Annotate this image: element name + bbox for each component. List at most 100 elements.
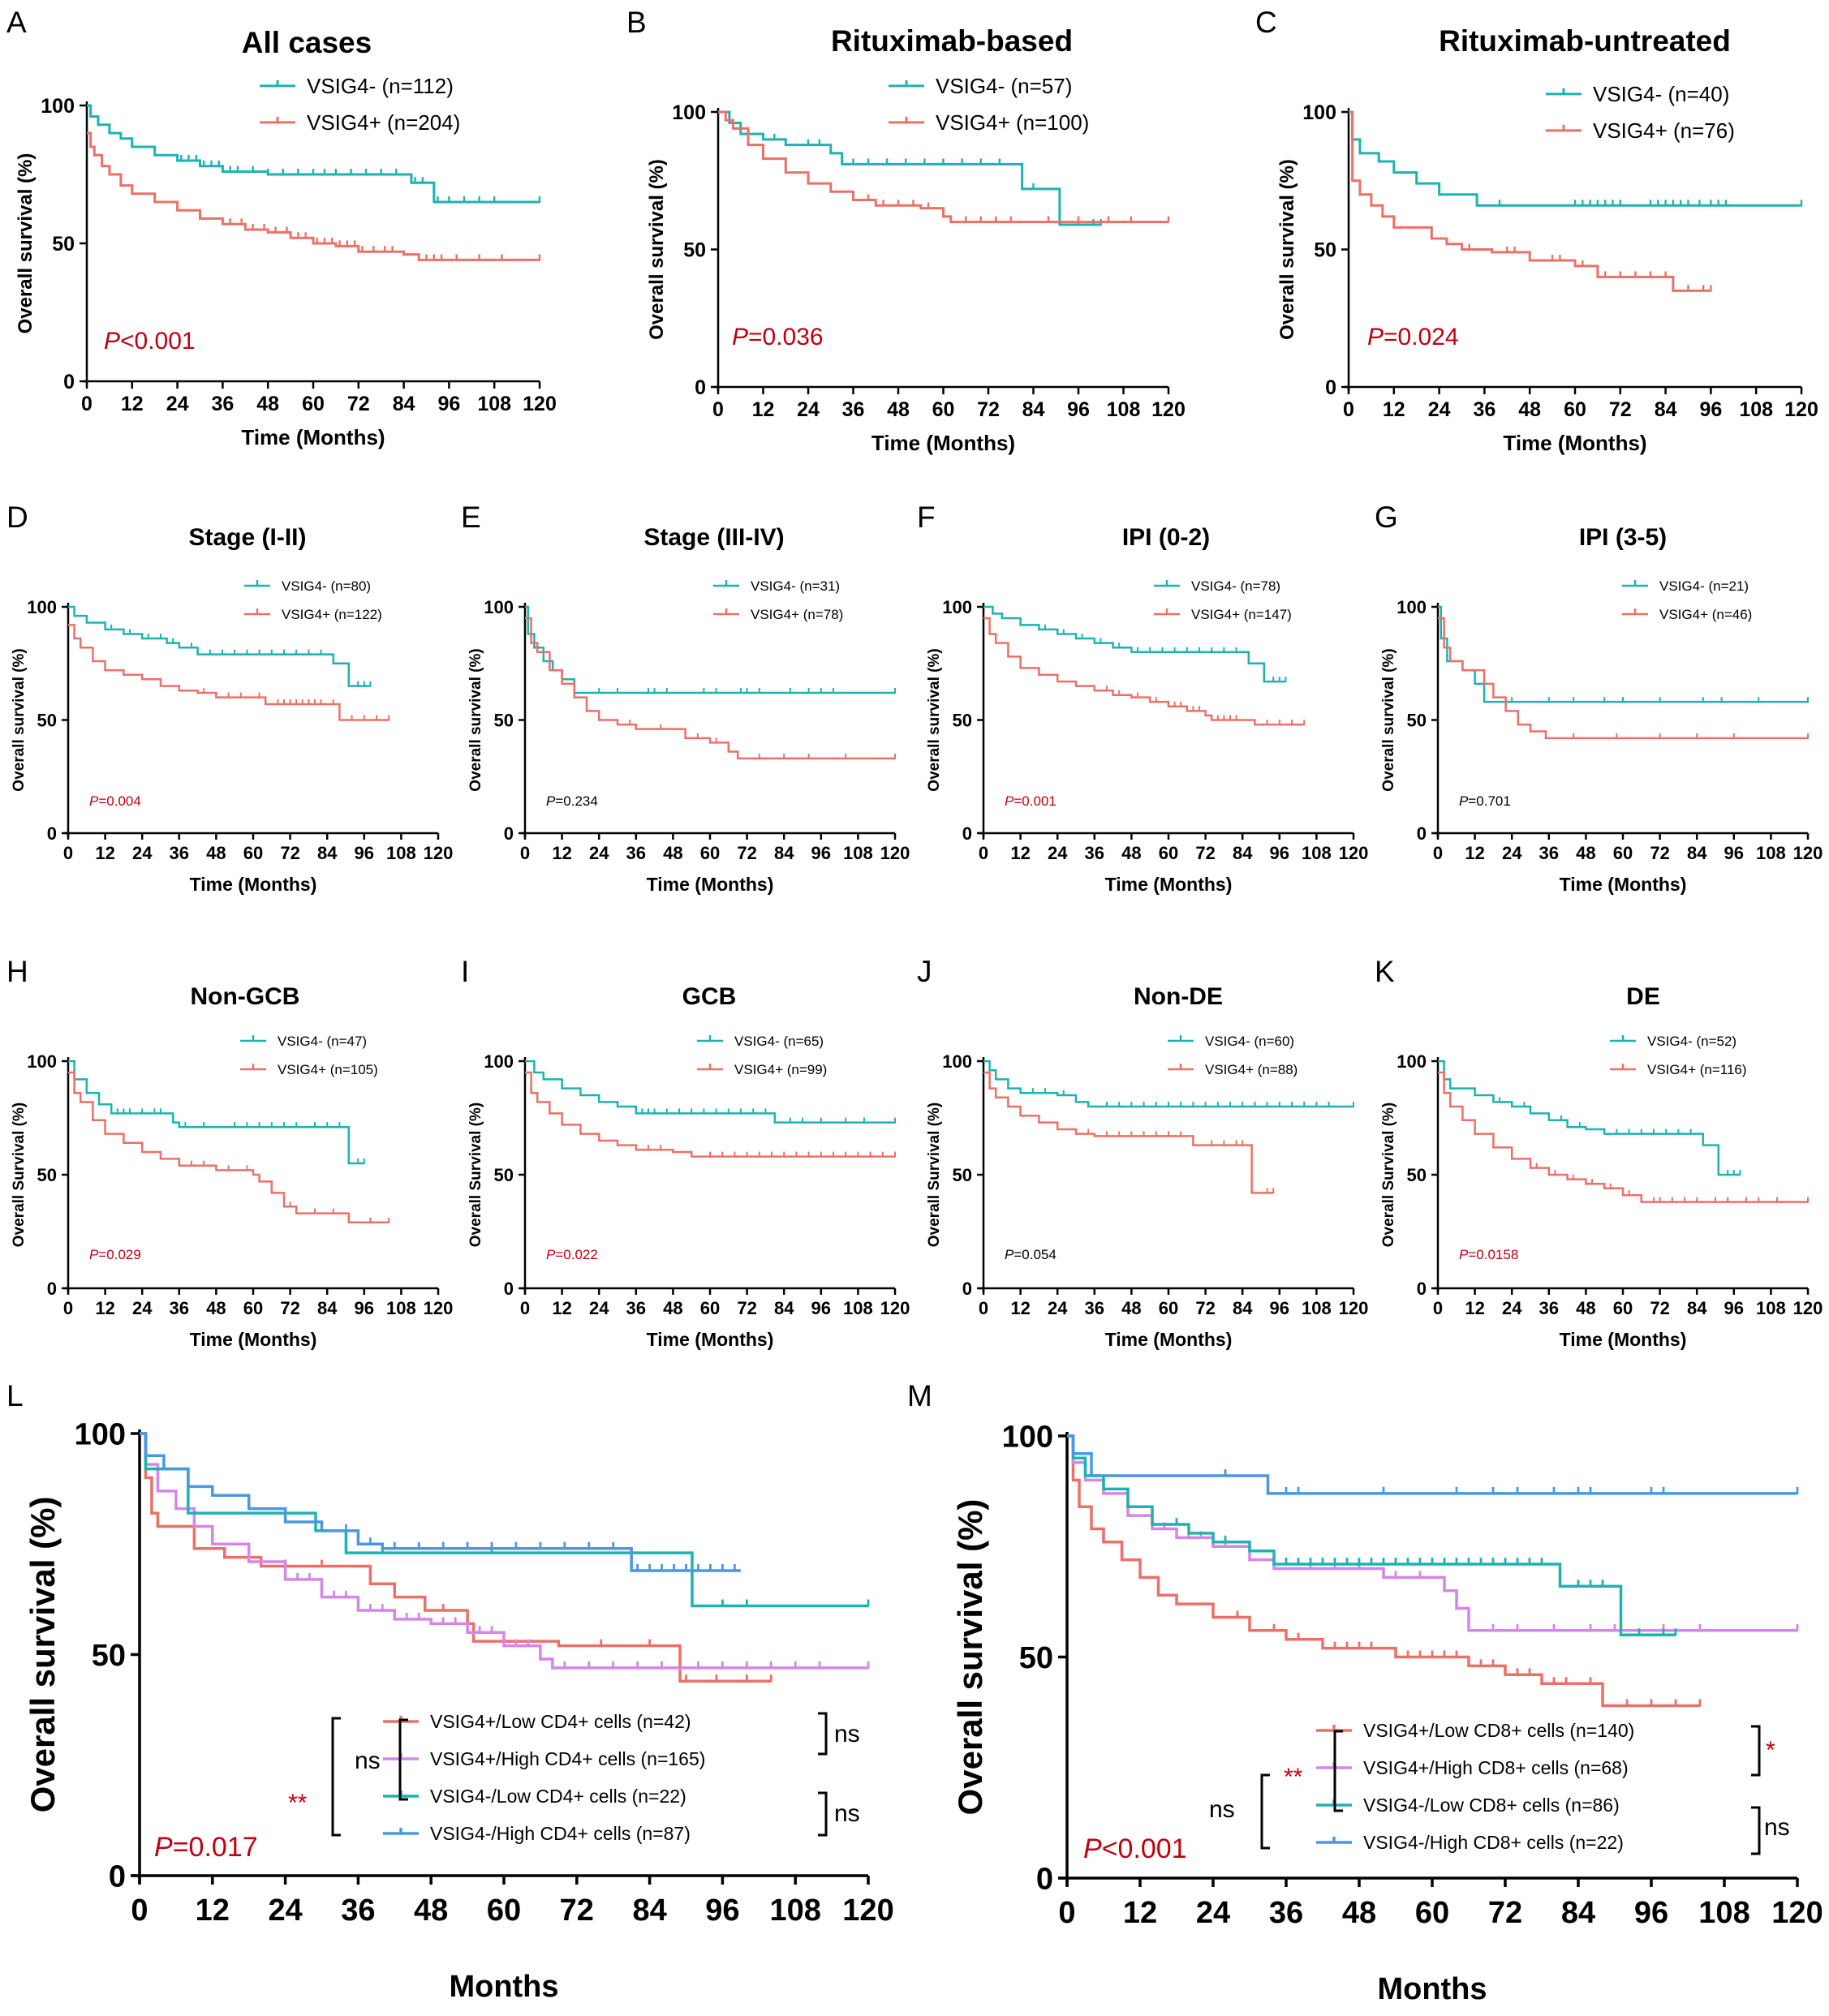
x-tick-label: 72 [1609, 398, 1632, 421]
x-tick-label: 60 [700, 843, 720, 863]
panel-k: K DE 0 12 24 36 48 60 72 84 96 108 120 0 50 100 Time (Mo… [1375, 955, 1823, 1350]
x-tick-label: 48 [1342, 1896, 1376, 1930]
legend-entry: VSIG4+/Low CD4+ cells (n=42) [430, 1711, 691, 1732]
y-axis-label: Overall survival (%) [1276, 159, 1298, 340]
x-tick-label: 96 [811, 843, 831, 863]
panel-title: GCB [682, 983, 737, 1010]
x-tick-label: 96 [355, 843, 374, 863]
p-value-symbol: P [104, 328, 120, 355]
legend-entry: VSIG4- (n=47) [278, 1034, 367, 1049]
panel-label: M [907, 1379, 932, 1412]
panel-label: K [1375, 955, 1395, 988]
legend-entry: VSIG4-/High CD4+ cells (n=87) [430, 1823, 691, 1844]
p-value-number: =0.022 [555, 1247, 597, 1262]
y-tick-label: 0 [47, 1279, 57, 1299]
panel-title: IPI (3-5) [1579, 524, 1667, 551]
y-tick-label: 0 [109, 1860, 126, 1894]
x-tick-label: 60 [487, 1893, 521, 1928]
legend-entry: VSIG4- (n=65) [734, 1034, 824, 1049]
p-value: P=0.022 [546, 1247, 598, 1262]
x-tick-label: 24 [268, 1893, 302, 1928]
x-tick-label: 0 [1343, 398, 1354, 421]
y-tick-label: 50 [1314, 239, 1336, 262]
y-axis-label: Overall survival (%) [24, 1497, 62, 1813]
x-tick-label: 24 [1048, 1298, 1068, 1318]
x-tick-label: 48 [1518, 398, 1541, 421]
y-tick-label: 0 [695, 376, 706, 399]
p-value: P=0.024 [1367, 324, 1459, 350]
x-tick-label: 12 [552, 1298, 571, 1318]
y-tick-label: 100 [41, 95, 75, 118]
x-tick-label: 120 [880, 1298, 910, 1318]
x-tick-label: 120 [1793, 843, 1823, 863]
y-tick-label: 0 [63, 371, 75, 393]
km-curve [1438, 1060, 1741, 1176]
x-tick-label: 84 [1687, 1298, 1707, 1318]
p-value: P=0.001 [1005, 793, 1057, 809]
x-tick-label: 48 [663, 1298, 682, 1318]
x-tick-label: 0 [1433, 1298, 1443, 1318]
x-tick-label: 48 [206, 843, 226, 863]
x-tick-label: 0 [1058, 1896, 1075, 1930]
x-tick-label: 108 [386, 843, 416, 863]
km-curve [1438, 617, 1808, 740]
panel-title: Non-DE [1134, 983, 1223, 1010]
x-tick-label: 24 [589, 1298, 609, 1318]
x-tick-label: 96 [437, 393, 460, 415]
bracket-label: ns [834, 1721, 860, 1747]
x-tick-label: 36 [1085, 1298, 1104, 1318]
p-value-symbol: P [546, 1247, 556, 1262]
p-value-number: =0.036 [748, 324, 824, 350]
x-tick-label: 24 [797, 398, 820, 421]
p-value: P<0.001 [1083, 1833, 1187, 1864]
x-tick-label: 60 [932, 398, 955, 421]
p-value-number: =0.017 [173, 1832, 258, 1863]
y-tick-label: 0 [47, 823, 57, 844]
x-tick-label: 96 [811, 1298, 831, 1318]
legend-entry: VSIG4+ (n=88) [1205, 1062, 1298, 1077]
x-tick-label: 96 [1699, 398, 1722, 421]
km-curve [718, 110, 1101, 226]
y-tick-label: 50 [37, 1165, 57, 1185]
p-value: P=0.701 [1459, 793, 1511, 809]
legend-entry: VSIG4- (n=60) [1205, 1034, 1294, 1049]
legend-entry: VSIG4+/Low CD8+ cells (n=140) [1363, 1720, 1634, 1741]
bracket-label: * [1766, 1737, 1775, 1764]
x-axis-label: Time (Months) [1503, 431, 1646, 455]
x-tick-label: 84 [1233, 1298, 1253, 1318]
panel-d: D Stage (I-II) 0 12 24 36 48 60 72 84 96 108 120 0 50 1… [6, 501, 453, 895]
legend-entry: VSIG4- (n=80) [282, 578, 371, 594]
x-tick-label: 0 [1433, 843, 1443, 863]
x-tick-label: 72 [1650, 1298, 1669, 1318]
x-tick-label: 96 [1270, 1298, 1289, 1318]
x-axis-label: Time (Months) [241, 425, 385, 449]
x-tick-label: 84 [1022, 398, 1045, 421]
y-tick-label: 50 [1407, 1165, 1427, 1185]
x-tick-label: 120 [424, 1298, 454, 1318]
km-curve [983, 605, 1286, 683]
p-value-number: =0.004 [98, 793, 140, 809]
x-tick-label: 60 [1159, 1298, 1178, 1318]
km-curve [718, 110, 1168, 224]
x-tick-label: 120 [1151, 398, 1186, 421]
p-value-symbol: P [732, 324, 748, 350]
x-tick-label: 108 [843, 843, 873, 863]
x-tick-label: 60 [243, 843, 263, 863]
x-tick-label: 0 [520, 843, 530, 863]
x-axis-label: Time (Months) [190, 1329, 317, 1350]
x-tick-label: 0 [979, 1298, 988, 1318]
legend-entry: VSIG4- (n=57) [936, 74, 1072, 98]
legend-entry: VSIG4- (n=31) [751, 578, 840, 594]
x-tick-label: 36 [341, 1893, 375, 1928]
y-tick-label: 100 [27, 597, 57, 617]
x-axis-label: Time (Months) [1560, 1329, 1687, 1350]
y-axis-label: Overall survival (%) [1380, 648, 1397, 791]
x-tick-label: 24 [1196, 1896, 1230, 1930]
panel-title: Stage (I-II) [188, 524, 306, 551]
y-tick-label: 0 [1036, 1863, 1053, 1897]
legend-entry: VSIG4-/Low CD8+ cells (n=86) [1363, 1795, 1620, 1816]
x-tick-label: 0 [63, 843, 73, 863]
y-tick-label: 0 [504, 1279, 514, 1299]
legend-entry: VSIG4+ (n=147) [1191, 607, 1292, 622]
